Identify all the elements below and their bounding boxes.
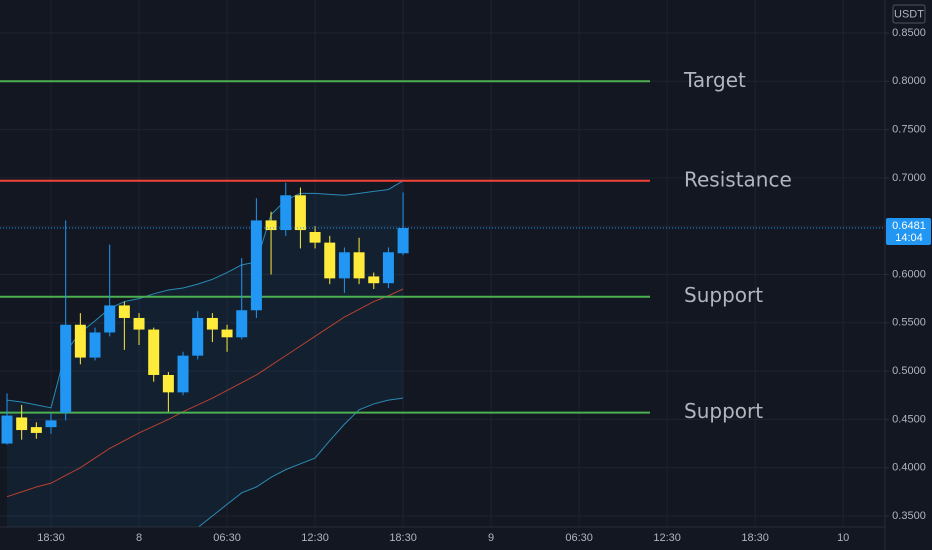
level-label: Support: [684, 283, 763, 307]
plot-area: Target Resistance Support Support: [0, 68, 885, 527]
y-tick-label: 0.7500: [892, 124, 926, 136]
last-price-box: [886, 218, 931, 246]
x-tick-label: 06:30: [565, 532, 593, 544]
y-tick-label: 0.4500: [892, 413, 926, 425]
candle-body: [309, 231, 321, 243]
band-fill: [7, 180, 404, 527]
candle-body: [338, 252, 350, 279]
y-tick-label: 0.5000: [892, 365, 926, 377]
y-tick-label: 0.3500: [892, 510, 926, 522]
band-lower: [197, 397, 404, 527]
candle-body: [104, 305, 116, 333]
candle-body: [148, 329, 160, 375]
y-tick-label: 0.4000: [892, 462, 926, 474]
candle-body: [74, 324, 86, 358]
x-tick-label: 06:30: [213, 532, 241, 544]
candle-body: [1, 415, 13, 444]
candle-body: [30, 427, 42, 433]
x-tick-label: 18:30: [389, 532, 417, 544]
candle-body: [280, 195, 292, 231]
candle-body: [206, 317, 218, 330]
candle-body: [89, 332, 101, 358]
candle-body: [177, 355, 189, 393]
x-tick-label: 8: [136, 532, 142, 544]
x-tick-label: 9: [488, 532, 494, 544]
band-middle: [6, 288, 404, 498]
candle-body: [192, 317, 204, 356]
candle-body: [397, 228, 409, 254]
level-label: Support: [684, 399, 763, 423]
candle-body: [368, 276, 380, 284]
y-tick-label: 0.6000: [892, 268, 926, 280]
x-tick-label: 18:30: [37, 532, 65, 544]
x-tick-label: 18:30: [741, 532, 769, 544]
y-tick-label: 0.8000: [892, 75, 926, 87]
countdown-label: 14:04: [895, 232, 923, 244]
axes: 0.35000.40000.45000.50000.55000.60000.65…: [37, 27, 931, 544]
x-tick-label: 12:30: [301, 532, 329, 544]
currency-box[interactable]: [892, 4, 926, 24]
candle-body: [294, 195, 306, 231]
y-tick-label: 0.5500: [892, 317, 926, 329]
candle-body: [324, 242, 336, 279]
band-upper: [6, 180, 404, 409]
candle-body: [45, 420, 57, 428]
candle-body: [16, 417, 28, 431]
x-tick-label: 10: [837, 532, 849, 544]
candle-body: [60, 324, 72, 413]
x-tick-label: 12:30: [653, 532, 681, 544]
candle-body: [382, 252, 394, 284]
candle-body: [353, 252, 365, 279]
candle-body: [133, 317, 145, 330]
candle-body: [118, 305, 130, 318]
candle-body: [162, 374, 174, 393]
y-tick-label: 0.7000: [892, 172, 926, 184]
candle-body: [236, 310, 248, 338]
currency: USDT: [894, 8, 924, 20]
candle-body: [221, 329, 233, 338]
candle-body: [265, 220, 277, 231]
last-price-label: 0.6481: [892, 220, 926, 232]
y-tick-label: 0.8500: [892, 27, 926, 39]
level-label: Target: [683, 68, 746, 92]
level-label: Resistance: [684, 167, 792, 191]
candle-body: [250, 220, 262, 311]
